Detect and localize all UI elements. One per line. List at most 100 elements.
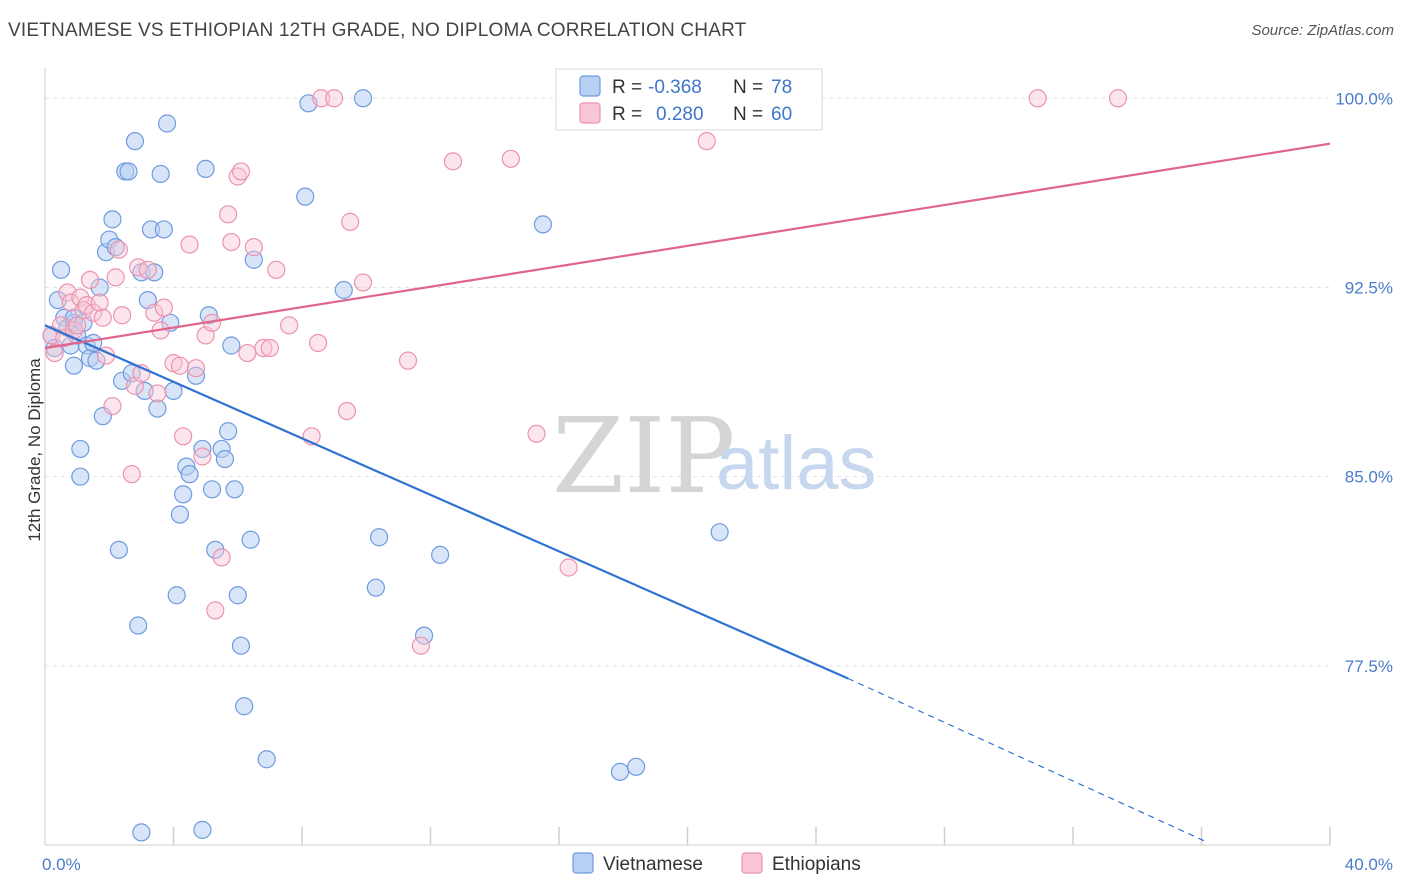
vietnamese-point-24 xyxy=(109,540,128,559)
ethiopian-point-17 xyxy=(106,268,125,287)
bottom-legend: Vietnamese Ethiopians xyxy=(572,852,861,875)
ethiopian-point-51 xyxy=(312,89,331,108)
legend-r-label-ethiopian: R = xyxy=(612,104,642,125)
vietnamese-point-70 xyxy=(414,626,434,645)
legend-r-value-vietnamese: -0.368 xyxy=(648,77,702,98)
vietnamese-trend-line-extension xyxy=(847,677,1209,844)
vietnamese-point-77 xyxy=(132,823,151,842)
vietnamese-point-54 xyxy=(215,449,234,469)
ethiopian-point-1 xyxy=(45,343,64,363)
ethiopian-point-64 xyxy=(1108,89,1128,108)
ethiopian-point-26 xyxy=(148,384,167,403)
ethiopian-point-19 xyxy=(112,306,132,325)
vietnamese-point-64 xyxy=(296,187,315,206)
vietnamese-point-59 xyxy=(231,636,251,655)
vietnamese-trend-line xyxy=(44,324,849,680)
vietnamese-point-49 xyxy=(196,159,215,179)
ethiopian-point-30 xyxy=(170,356,190,375)
legend-swatch-vietnamese xyxy=(579,75,601,97)
vietnamese-point-48 xyxy=(193,439,212,459)
ethiopian-point-53 xyxy=(337,401,357,421)
ethiopian-point-11 xyxy=(80,270,100,290)
ethiopian-point-24 xyxy=(138,260,157,279)
vietnamese-point-51 xyxy=(202,480,222,499)
ethiopian-point-45 xyxy=(254,338,273,358)
ethiopian-point-33 xyxy=(186,359,206,378)
vietnamese-point-22 xyxy=(103,210,122,229)
legend-n-value-vietnamese: 78 xyxy=(771,77,792,98)
source-label: Source: ZipAtlas.com xyxy=(1251,22,1394,39)
ethiopian-trend-line xyxy=(44,142,1331,350)
y-tick-labels: 100.0% 92.5% 85.0% 77.5% xyxy=(1335,89,1393,676)
ethiopian-points xyxy=(42,89,1128,655)
axes xyxy=(44,68,1331,846)
vietnamese-point-44 xyxy=(174,485,193,504)
ethiopian-point-44 xyxy=(244,238,263,257)
watermark-zip: ZIP xyxy=(552,395,735,517)
ethiopian-point-59 xyxy=(501,149,520,168)
vietnamese-point-11 xyxy=(71,439,90,459)
legend-n-value-ethiopian: 60 xyxy=(771,104,792,125)
ethiopian-point-34 xyxy=(193,447,212,466)
vietnamese-point-38 xyxy=(154,220,173,239)
vietnamese-point-29 xyxy=(125,132,145,151)
vietnamese-point-36 xyxy=(148,399,167,418)
vietnamese-point-3 xyxy=(51,260,71,279)
vietnamese-point-74 xyxy=(193,820,212,839)
trend-lines xyxy=(44,142,1331,844)
vietnamese-point-66 xyxy=(334,280,353,300)
vietnamese-point-18 xyxy=(90,278,109,297)
vietnamese-point-73 xyxy=(710,523,729,542)
y-axis-label: 12th Grade, No Diploma xyxy=(25,358,44,542)
vietnamese-point-72 xyxy=(533,215,553,234)
ethiopian-point-47 xyxy=(267,260,286,279)
legend-r-value-ethiopian: 0.280 xyxy=(656,104,704,125)
vietnamese-point-61 xyxy=(241,530,260,549)
ethiopian-point-13 xyxy=(90,293,109,312)
watermark: ZIP atlas xyxy=(552,395,877,517)
ethiopian-point-40 xyxy=(222,232,241,252)
legend-box: R = -0.368 N = 78 R = 0.280 N = 60 xyxy=(555,68,823,131)
vietnamese-point-57 xyxy=(225,480,244,499)
vietnamese-point-62 xyxy=(244,250,263,269)
vietnamese-point-52 xyxy=(206,540,225,559)
vietnamese-point-9 xyxy=(64,356,84,375)
ethiopian-point-42 xyxy=(231,162,251,181)
vietnamese-point-69 xyxy=(370,528,389,547)
vietnamese-point-56 xyxy=(222,336,241,355)
ethiopian-point-55 xyxy=(353,273,373,292)
watermark-atlas: atlas xyxy=(716,421,877,506)
bottom-legend-swatch-vietnamese xyxy=(572,852,594,874)
vietnamese-point-47 xyxy=(186,366,206,385)
bottom-legend-label-ethiopian: Ethiopians xyxy=(772,854,861,875)
vietnamese-point-30 xyxy=(129,616,148,635)
ethiopian-point-57 xyxy=(411,636,430,655)
vietnamese-point-71 xyxy=(431,545,450,564)
legend-swatch-ethiopian xyxy=(579,102,601,124)
ethiopian-point-39 xyxy=(219,205,238,224)
ethiopian-point-54 xyxy=(341,212,360,231)
ethiopian-point-32 xyxy=(180,235,199,254)
ethiopian-point-62 xyxy=(697,132,716,151)
vietnamese-point-23 xyxy=(106,238,125,257)
ethiopian-point-41 xyxy=(228,167,247,186)
vietnamese-point-75 xyxy=(610,762,630,781)
ethiopian-point-31 xyxy=(174,427,193,446)
legend-n-label-vietnamese: N = xyxy=(733,77,763,98)
ethiopian-point-38 xyxy=(212,548,231,567)
vietnamese-point-42 xyxy=(167,586,186,605)
vietnamese-point-39 xyxy=(157,114,177,133)
vietnamese-point-68 xyxy=(366,578,385,597)
ethiopian-point-20 xyxy=(122,465,141,484)
ethiopian-point-43 xyxy=(238,343,257,363)
ethiopian-point-60 xyxy=(527,424,546,443)
vietnamese-point-12 xyxy=(71,467,90,486)
bottom-legend-swatch-ethiopian xyxy=(741,852,763,874)
ethiopian-point-18 xyxy=(109,240,128,259)
vietnamese-point-37 xyxy=(151,164,170,184)
y-tick-label-3: 77.5% xyxy=(1345,657,1393,676)
ethiopian-point-61 xyxy=(559,558,578,577)
ethiopian-point-52 xyxy=(325,89,344,108)
x-tick-label-1: 40.0% xyxy=(1345,855,1393,874)
